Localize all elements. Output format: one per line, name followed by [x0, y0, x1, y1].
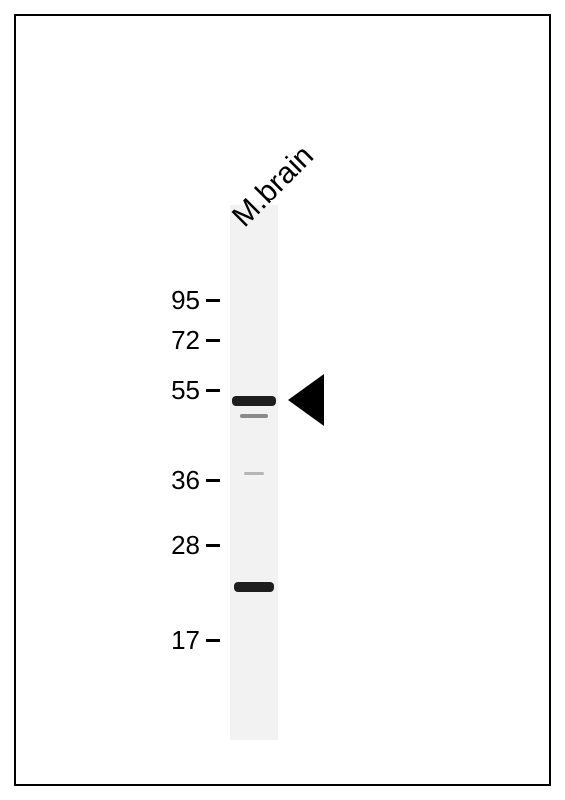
marker-tick	[206, 339, 220, 342]
marker-label: 55	[140, 375, 200, 406]
blot-band	[234, 582, 274, 592]
figure-frame	[14, 14, 551, 786]
marker-label: 95	[140, 285, 200, 316]
marker-label: 17	[140, 625, 200, 656]
marker-tick	[206, 639, 220, 642]
marker-tick	[206, 389, 220, 392]
blot-band	[240, 414, 268, 418]
marker-label: 36	[140, 465, 200, 496]
marker-tick	[206, 544, 220, 547]
blot-band	[244, 472, 264, 475]
marker-tick	[206, 299, 220, 302]
target-arrow-icon	[288, 374, 324, 426]
marker-label: 28	[140, 530, 200, 561]
marker-label: 72	[140, 325, 200, 356]
blot-band	[232, 396, 276, 406]
marker-tick	[206, 479, 220, 482]
